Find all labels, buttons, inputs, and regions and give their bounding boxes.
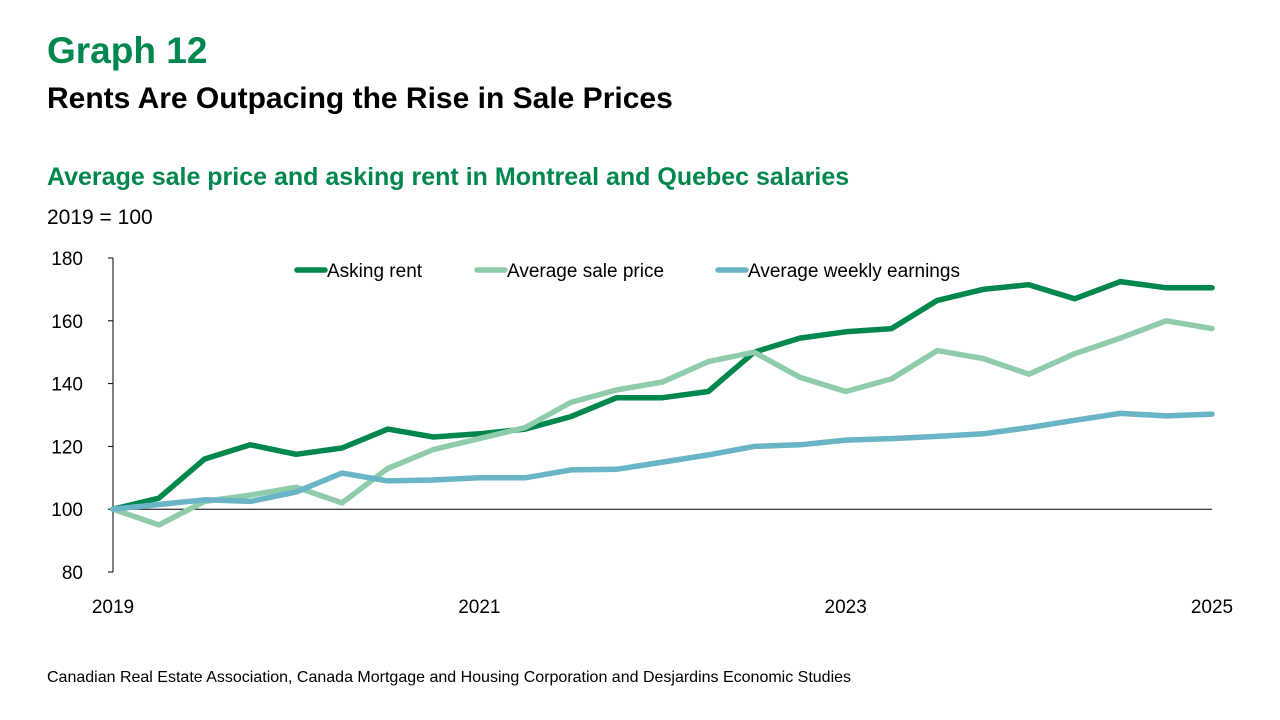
series-line-asking-rent xyxy=(110,278,1215,512)
y-tick-label: 160 xyxy=(51,312,83,333)
y-tick-label: 80 xyxy=(62,563,83,584)
series-line-average-weekly-earnings xyxy=(110,410,1215,512)
legend-label-average-weekly-earnings: Average weekly earnings xyxy=(748,261,960,282)
x-tick-label: 2025 xyxy=(1191,597,1233,618)
chart-axes: 80 100 120 140 160 180 2019 2021 2023 2025 xyxy=(51,249,1233,618)
y-tick-label: 140 xyxy=(51,375,83,396)
chart-legend: Asking rent Average sale price Average wee… xyxy=(294,261,960,282)
legend-label-asking-rent: Asking rent xyxy=(327,261,423,282)
y-tick-label: 180 xyxy=(51,249,83,270)
page-title: Graph 12 xyxy=(47,30,208,71)
x-tick-label: 2019 xyxy=(92,597,134,618)
y-tick-label: 100 xyxy=(51,500,83,521)
source-note: Canadian Real Estate Association, Canada… xyxy=(47,669,852,686)
chart-heading: Average sale price and asking rent in Mo… xyxy=(47,163,850,191)
y-tick-label: 120 xyxy=(51,437,83,458)
x-tick-label: 2023 xyxy=(825,597,867,618)
x-tick-label: 2021 xyxy=(458,597,500,618)
series-line-average-sale-price xyxy=(110,318,1215,528)
unit-label: 2019 = 100 xyxy=(47,206,153,229)
legend-label-average-sale-price: Average sale price xyxy=(507,261,664,282)
chart-series xyxy=(110,278,1215,528)
page-subtitle: Rents Are Outpacing the Rise in Sale Pri… xyxy=(47,82,673,115)
